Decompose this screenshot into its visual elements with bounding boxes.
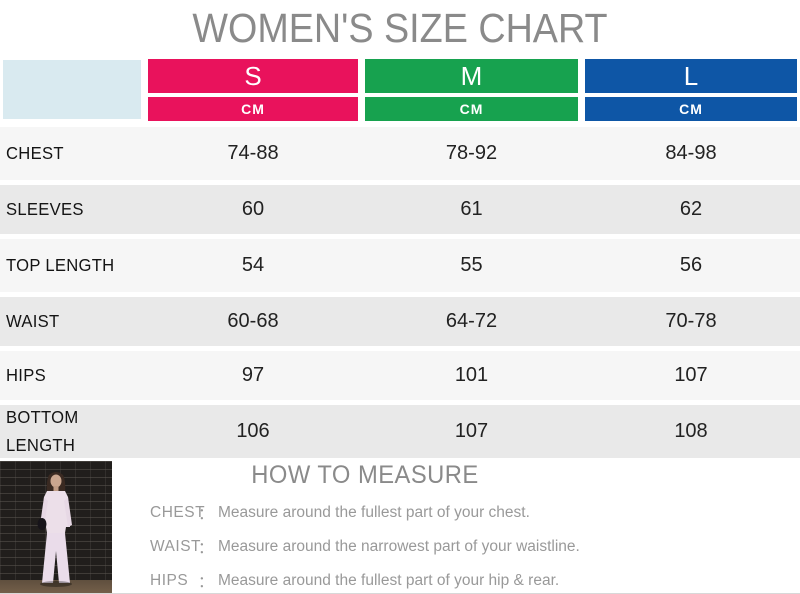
how-to-measure-heading: HOW TO MEASURE [251,461,479,489]
cell-bottom-length-s: 106 [236,420,270,442]
row-label: WAIST [6,310,60,331]
cell-chest-s: 74-88 [227,142,279,164]
cell-waist-m: 64-72 [445,310,498,332]
measure-label: HIPS [150,572,189,589]
cell-waist-l: 70-78 [665,310,717,332]
table-row-chest: CHEST 74-88 78-92 84-98 [0,127,800,180]
size-column-l: L CM [585,59,797,121]
cell-sleeves-s: 60 [241,198,265,220]
measure-label: WAIST [150,538,202,555]
measure-colon: ： [198,506,214,523]
cell-chest-l: 84-98 [665,142,717,164]
row-label: TOP LENGTH [6,254,115,275]
measure-text: Measure around the narrowest part of you… [218,538,580,555]
measure-text: Measure around the fullest part of your … [218,504,530,521]
photo-floor [0,580,112,593]
measure-colon: ： [198,574,214,591]
size-column-m: M CM [365,59,578,121]
size-table-body: CHEST 74-88 78-92 84-98 SLEEVES 60 61 62… [0,127,800,458]
row-label: HIPS [6,364,46,385]
measure-label: CHEST [150,504,206,521]
size-table-header: S CM M CM L CM [0,59,800,121]
measure-item-chest: CHEST ： Measure around the fullest part … [150,496,710,530]
measure-colon: ： [198,540,214,557]
cell-top-length-l: 56 [679,254,703,276]
cell-hips-s: 97 [241,364,265,386]
cell-hips-m: 101 [454,364,489,386]
cell-waist-s: 60-68 [227,310,279,332]
table-row-waist: WAIST 60-68 64-72 70-78 [0,297,800,346]
corner-cell [3,60,141,119]
cell-hips-l: 107 [674,364,708,386]
size-column-s: S CM [148,59,358,121]
table-row-hips: HIPS 97 101 107 [0,351,800,400]
table-row-sleeves: SLEEVES 60 61 62 [0,185,800,234]
cell-top-length-m: 55 [460,254,483,276]
cell-bottom-length-m: 107 [454,420,489,442]
measure-item-waist: WAIST ： Measure around the narrowest par… [150,530,710,564]
size-header-m: M [365,59,578,93]
page-title: WOMEN'S SIZE CHART [192,5,608,51]
cell-sleeves-m: 61 [460,198,483,220]
model-photo [0,461,112,593]
unit-header-m: CM [365,97,578,121]
row-label: BOTTOM LENGTH [6,407,79,455]
cell-top-length-s: 54 [241,254,265,276]
size-header-l: L [585,59,797,93]
table-row-top-length: TOP LENGTH 54 55 56 [0,239,800,292]
cell-bottom-length-l: 108 [674,420,708,442]
row-label: SLEEVES [6,198,84,219]
how-to-measure-list: CHEST ： Measure around the fullest part … [150,496,710,593]
row-label: CHEST [6,142,64,163]
size-header-s: S [148,59,358,93]
measure-item-hips: HIPS ： Measure around the fullest part o… [150,564,710,593]
unit-header-s: CM [148,97,358,121]
table-row-bottom-length: BOTTOM LENGTH 106 107 108 [0,405,800,458]
cell-sleeves-l: 62 [679,198,703,220]
unit-header-l: CM [585,97,797,121]
model-figure [37,472,72,587]
measure-text: Measure around the fullest part of your … [218,572,560,589]
cell-chest-m: 78-92 [445,142,498,164]
